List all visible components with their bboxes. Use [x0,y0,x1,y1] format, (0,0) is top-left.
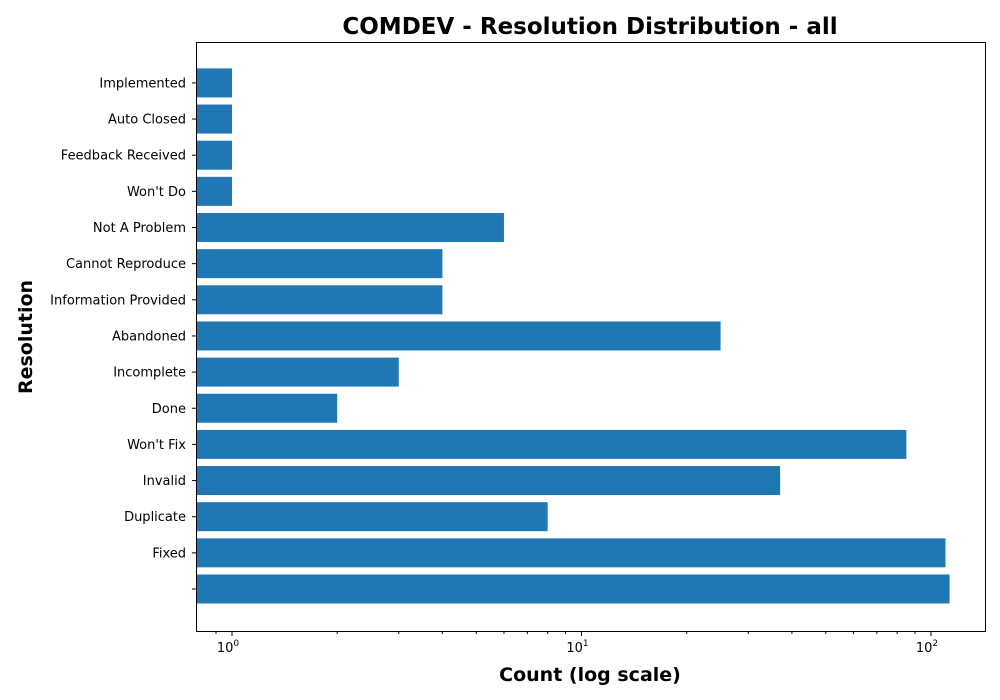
bar [196,466,781,496]
y-tick-label: Auto Closed [108,113,186,128]
y-tick-label: Information Provided [50,293,186,308]
plot-area [196,68,950,604]
y-tick-label: Implemented [99,76,186,91]
y-tick-label: Duplicate [124,510,186,525]
bar [196,357,399,387]
plot-frame [196,42,986,632]
y-axis: Fixed Duplicate Invalid Won't Fix Done Incomp… [50,76,197,590]
y-tick-label: Won't Fix [127,438,186,453]
bar [196,285,443,315]
y-axis-label: Resolution [15,280,37,394]
x-axis-label: Count (log scale) [499,664,681,686]
x-tick-label: 101 [566,639,588,656]
y-tick-label: Done [152,402,186,417]
bar [196,249,443,279]
bar [196,140,232,170]
y-tick-label: Not A Problem [93,221,186,236]
bar [196,104,232,134]
x-tick-label: 102 [916,639,938,656]
y-tick-label: Fixed [152,546,186,561]
bar [196,502,548,532]
y-tick-label: Feedback Received [61,149,186,164]
y-tick-label: Invalid [143,474,186,489]
bar [196,538,946,568]
bar [196,574,950,604]
y-tick-label: Incomplete [113,366,186,381]
x-tick-label: 100 [217,639,240,656]
bar [196,429,907,459]
bar [196,321,721,351]
bar [196,213,504,242]
y-tick-label: Abandoned [112,329,186,344]
y-tick-label: Cannot Reproduce [66,257,186,272]
y-tick-label: Won't Do [127,185,186,200]
bar [196,393,338,423]
x-axis: 100 101 102 [215,631,938,656]
bar [196,176,232,206]
bar [196,68,232,98]
chart-title: COMDEV - Resolution Distribution - all [342,14,837,40]
